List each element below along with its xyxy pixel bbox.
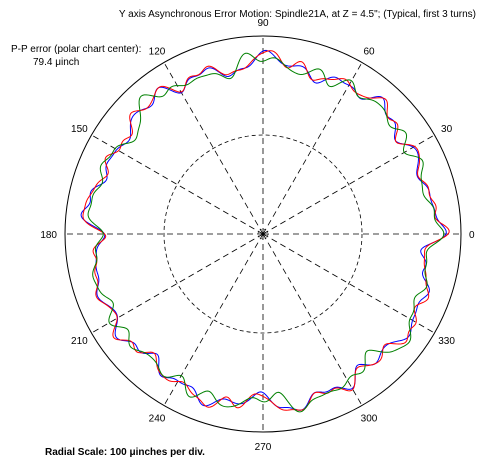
angle-label-150: 150 bbox=[71, 124, 88, 135]
inner-reference-circle bbox=[163, 134, 363, 334]
spoke-120 bbox=[163, 62, 264, 235]
spoke-210 bbox=[91, 233, 264, 334]
polar-grid bbox=[64, 35, 462, 433]
spoke-150 bbox=[91, 134, 264, 235]
angle-labels: 0 30 60 90 120 150 180 210 240 270 300 330 bbox=[40, 18, 475, 453]
angle-label-30: 30 bbox=[441, 124, 453, 135]
angle-label-210: 210 bbox=[71, 336, 88, 347]
series-trace-1 bbox=[80, 49, 447, 411]
spoke-240 bbox=[163, 233, 264, 406]
spoke-300 bbox=[262, 233, 363, 406]
spoke-60 bbox=[262, 62, 363, 235]
series-trace-2 bbox=[82, 50, 450, 411]
angle-label-240: 240 bbox=[149, 414, 166, 425]
radial-scale-note: Radial Scale: 100 μinches per div. bbox=[45, 447, 205, 458]
angle-label-330: 330 bbox=[438, 336, 455, 347]
spoke-330 bbox=[262, 233, 435, 334]
angle-label-300: 300 bbox=[361, 414, 378, 425]
angle-label-60: 60 bbox=[363, 46, 375, 57]
angle-label-120: 120 bbox=[149, 46, 166, 57]
series-layer bbox=[80, 49, 450, 413]
pp-error-value: 79.4 μinch bbox=[33, 57, 79, 68]
angle-label-90: 90 bbox=[257, 18, 269, 29]
series-trace-3 bbox=[87, 52, 445, 413]
spoke-30 bbox=[262, 134, 435, 235]
angle-label-180: 180 bbox=[40, 230, 57, 241]
angle-label-0: 0 bbox=[469, 230, 475, 241]
angle-label-270: 270 bbox=[255, 442, 272, 453]
outer-circle bbox=[64, 35, 462, 433]
chart-title: Y axis Asynchronous Error Motion: Spindl… bbox=[119, 9, 476, 20]
pp-error-label: P-P error (polar chart center): bbox=[11, 44, 141, 55]
